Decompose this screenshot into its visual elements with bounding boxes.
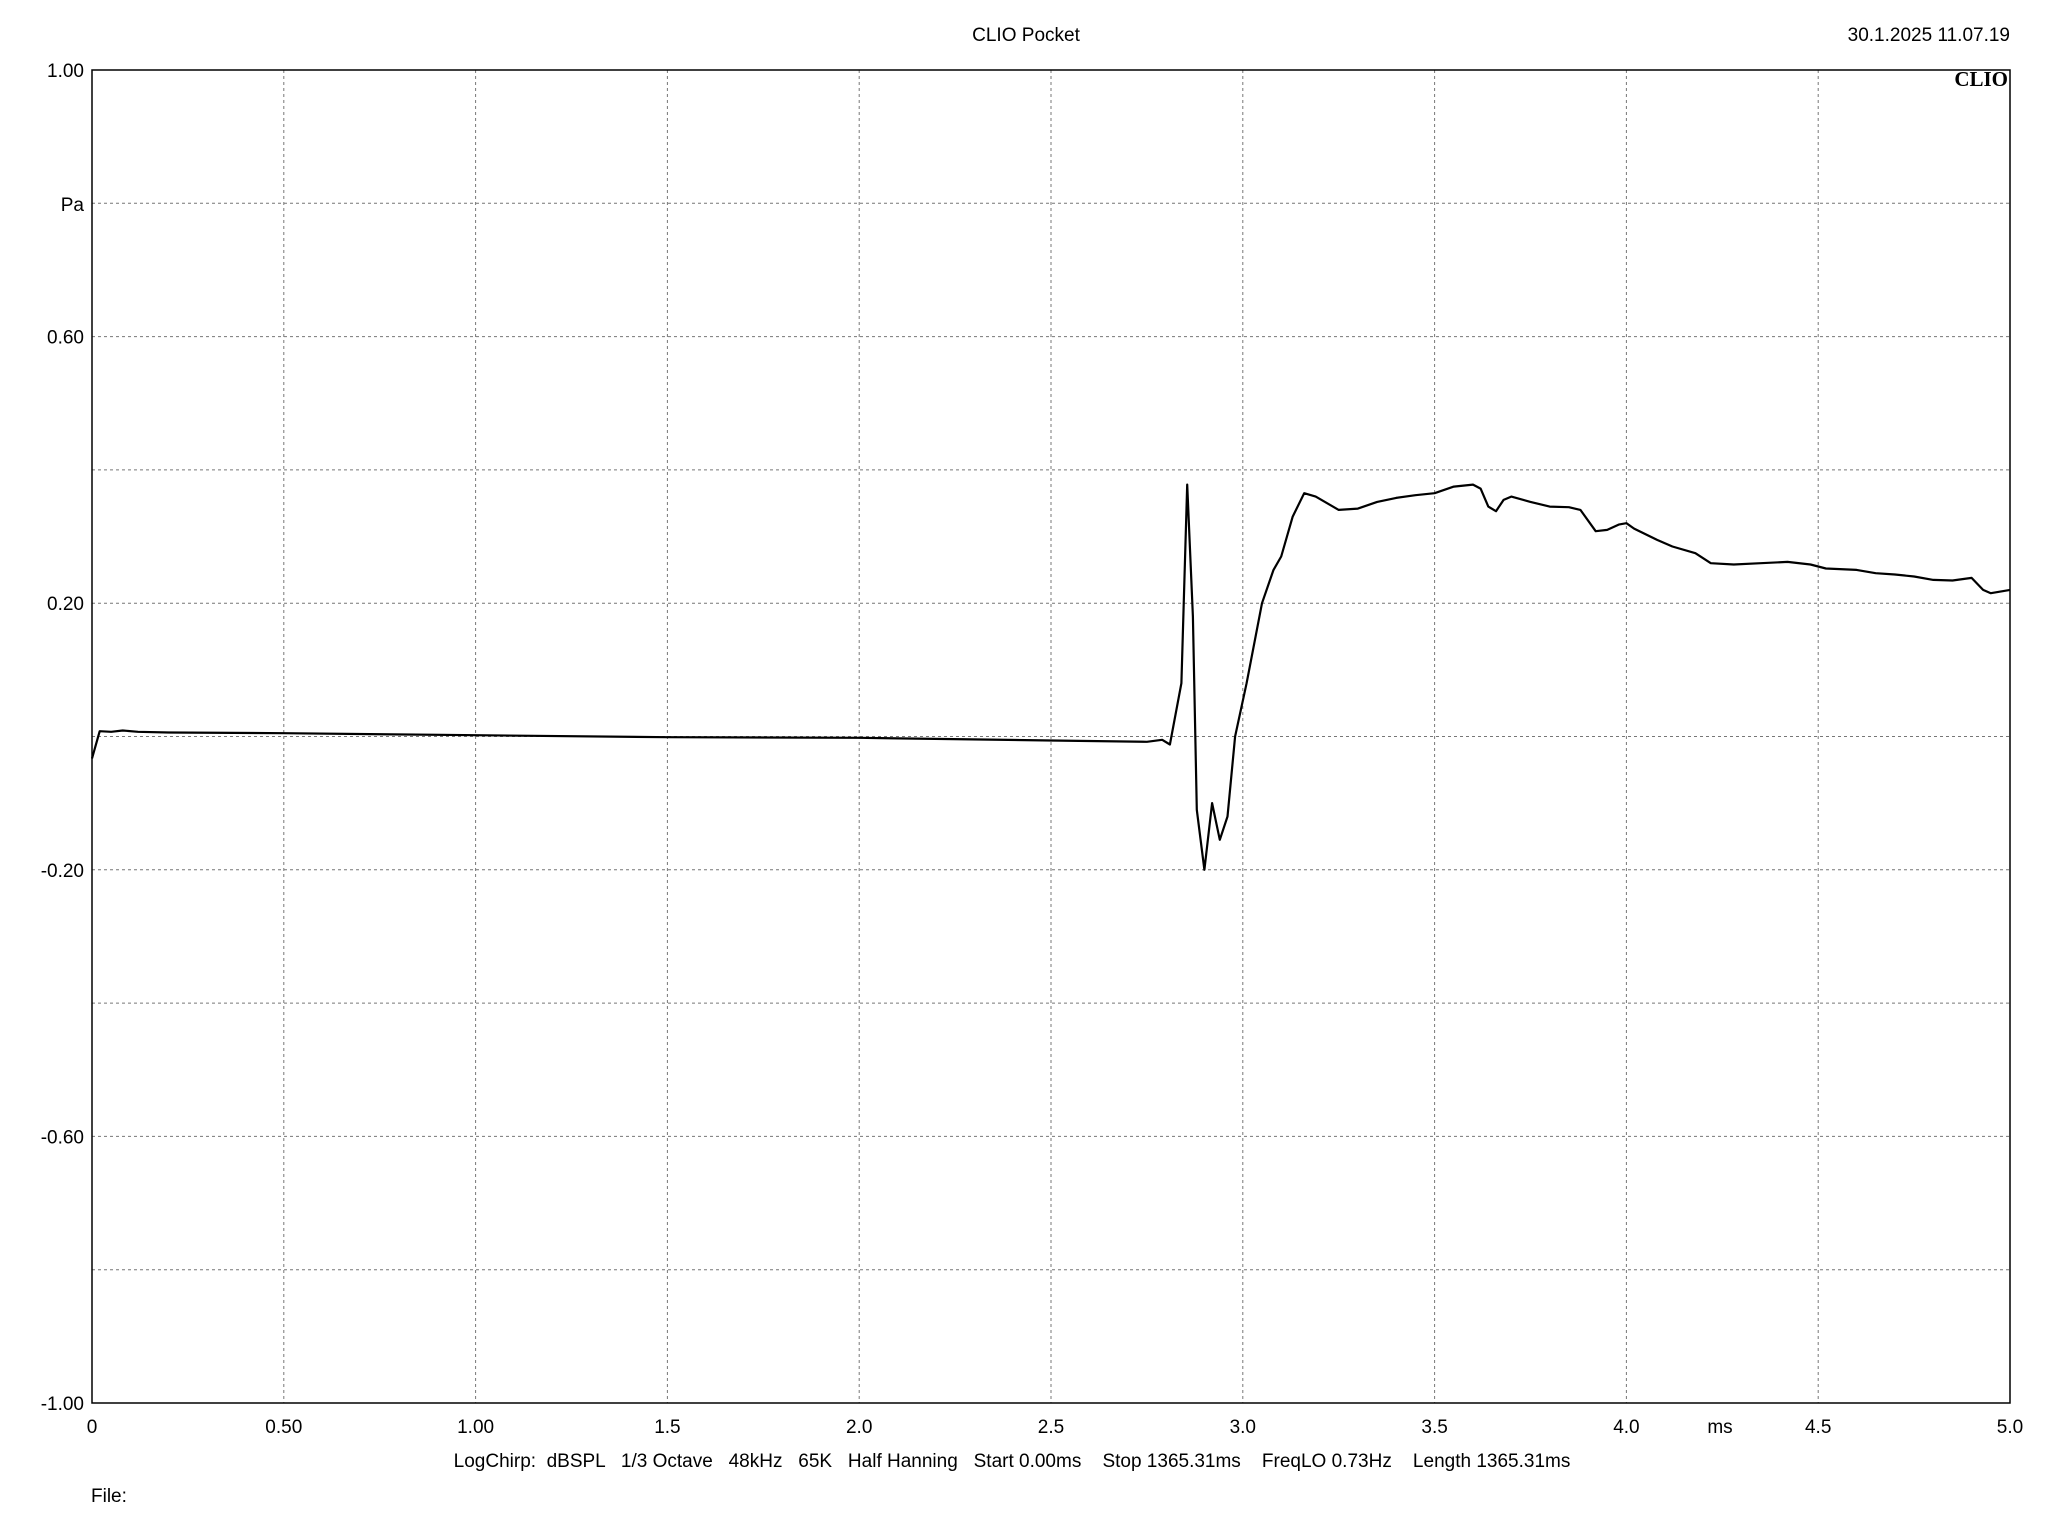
x-tick-label: 0.50 (265, 1417, 302, 1438)
x-tick-label: 2.5 (1038, 1417, 1064, 1438)
series-layer (90, 483, 2011, 871)
x-tick-label: 2.0 (846, 1417, 872, 1438)
x-tick-label: 3.0 (1230, 1417, 1256, 1438)
impulse-response-line (90, 483, 2011, 871)
x-axis-ticks: 0 0.50 1.00 1.5 2.0 2.5 3.0 3.5 4.0 4.5 5.0 (87, 1417, 2024, 1438)
y-tick-label: 0.60 (47, 328, 84, 349)
y-axis-ticks: 1.00 0.60 0.20 -0.20 -0.60 -1.00 (41, 61, 84, 1415)
x-tick-label: 4.5 (1805, 1417, 1831, 1438)
clio-logo: CLIO (1954, 67, 2008, 91)
y-tick-label: -1.00 (41, 1394, 84, 1415)
x-axis-label: ms (1707, 1417, 1732, 1438)
y-tick-label: 0.20 (47, 594, 84, 615)
x-tick-label: 1.5 (654, 1417, 680, 1438)
plot-frame (91, 69, 2011, 1404)
grid (92, 70, 2010, 1403)
timestamp: 30.1.2025 11.07.19 (1848, 25, 2010, 46)
chart-title: CLIO Pocket (972, 25, 1080, 46)
x-tick-label: 3.5 (1421, 1417, 1447, 1438)
y-axis-label: Pa (61, 195, 85, 216)
x-tick-label: 0 (87, 1417, 98, 1438)
y-tick-label: -0.60 (41, 1127, 84, 1148)
x-tick-label: 5.0 (1997, 1417, 2023, 1438)
measurement-settings: LogChirp: dBSPL 1/3 Octave 48kHz 65K Hal… (454, 1451, 1571, 1472)
x-tick-label: 1.00 (457, 1417, 494, 1438)
file-label: File: (91, 1486, 127, 1507)
y-tick-label: 1.00 (47, 61, 84, 82)
x-tick-label: 4.0 (1613, 1417, 1639, 1438)
y-tick-label: -0.20 (41, 861, 84, 882)
